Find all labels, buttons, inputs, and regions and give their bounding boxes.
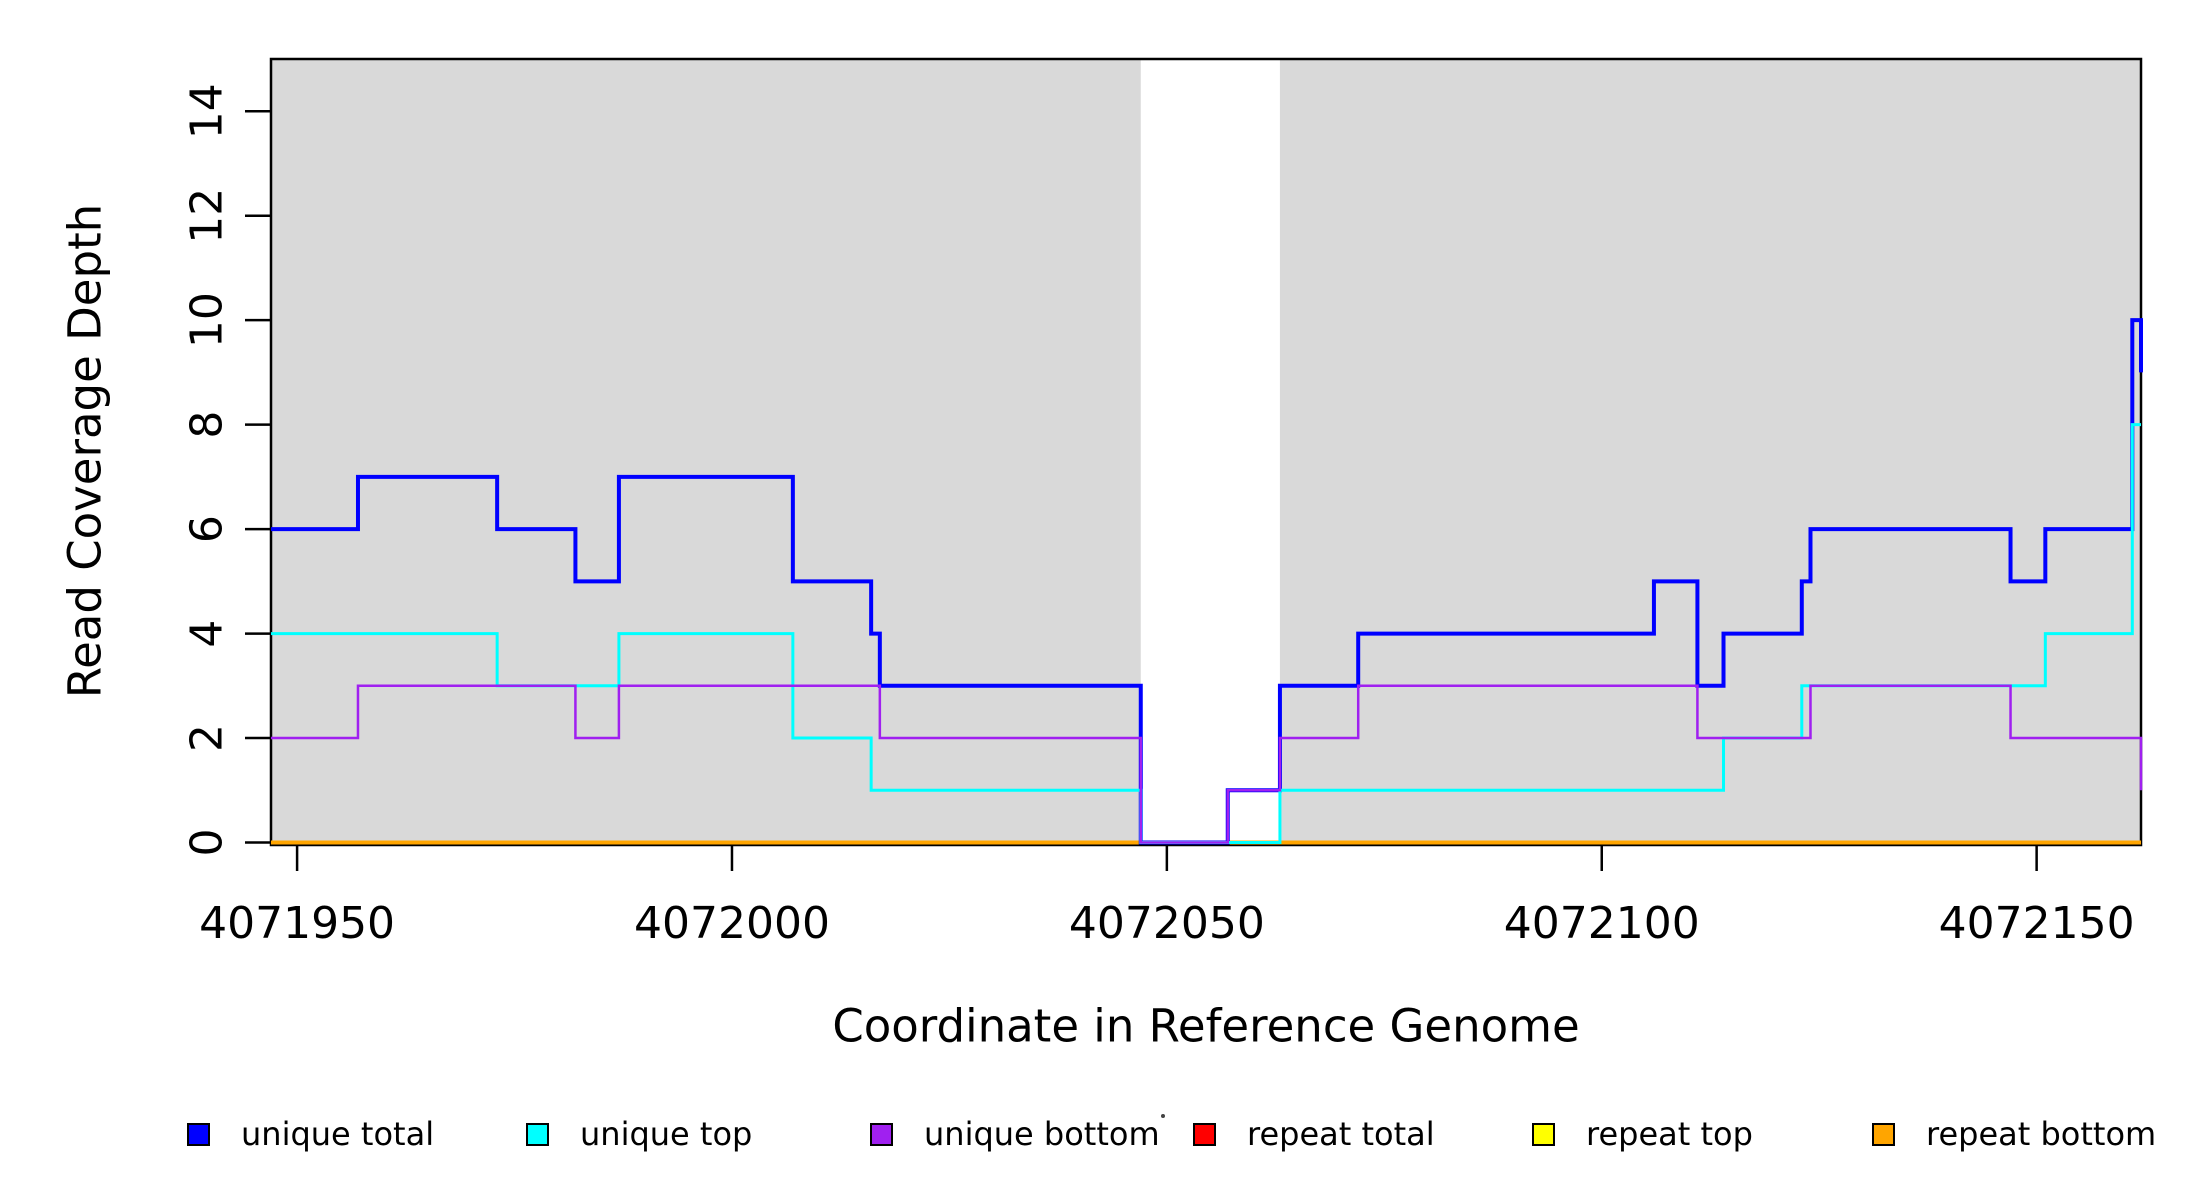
y-tick-label: 6 [182, 515, 233, 543]
x-tick-label: 4072050 [1069, 898, 1265, 949]
y-tick-label: 14 [182, 83, 233, 139]
x-tick-label: 4072000 [634, 898, 830, 949]
plot-box [269, 57, 2143, 847]
x-tick-label: 4072150 [1939, 898, 2135, 949]
y-axis-title: Read Coverage Depth [58, 203, 112, 699]
x-tick-label: 4072100 [1504, 898, 1700, 949]
covered-region-shading-0 [271, 59, 1141, 845]
x-axis-title: Coordinate in Reference Genome [832, 999, 1580, 1053]
stray-mark [1161, 1114, 1165, 1118]
y-tick-label: 2 [182, 724, 233, 752]
series-unique-total [271, 318, 2143, 845]
y-tick-label: 12 [182, 188, 233, 244]
y-tick-label: 8 [182, 411, 233, 439]
series-unique-bottom [271, 684, 2143, 844]
covered-region-shading-1 [1279, 59, 2141, 845]
y-tick-label: 0 [182, 829, 233, 857]
x-tick-label: 4071950 [199, 898, 395, 949]
y-tick-label: 10 [182, 292, 233, 348]
y-tick-label: 4 [182, 620, 233, 648]
